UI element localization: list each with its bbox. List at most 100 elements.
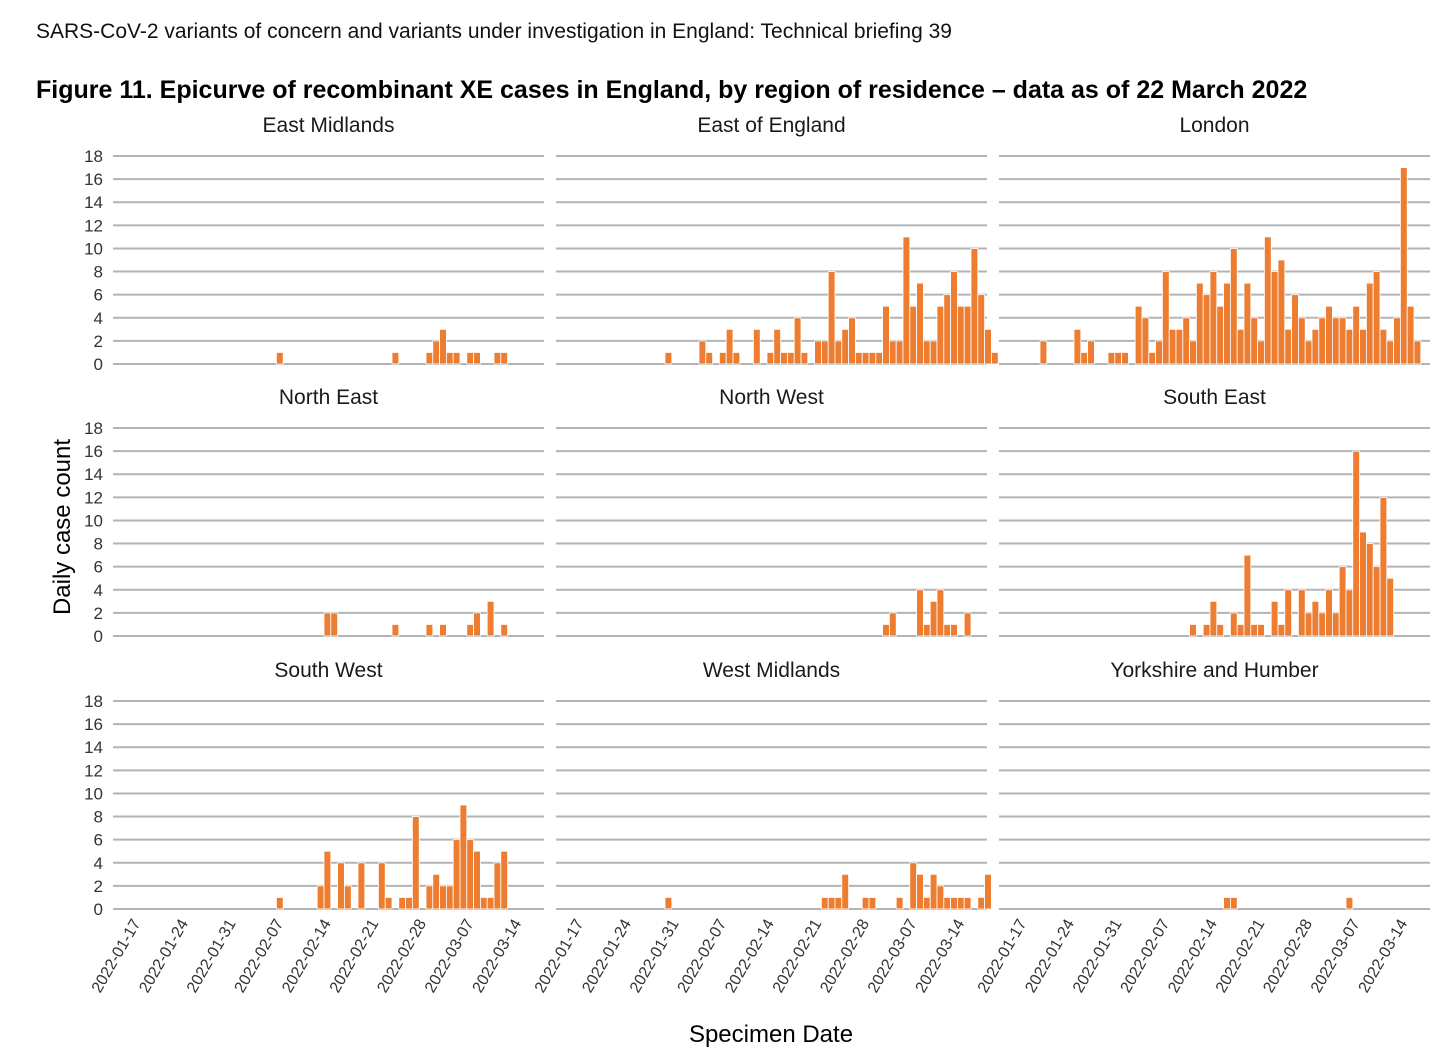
bar [1202,294,1211,365]
bar [957,305,965,365]
bar [705,352,713,365]
x-tick-label: 2022-01-17 [89,916,145,995]
bar [1223,282,1231,365]
bar [936,305,945,365]
x-tick-label: 2022-02-28 [1260,916,1316,995]
x-tick-label: 2022-02-21 [327,916,383,995]
x-axis-label: Specimen Date [689,1021,853,1048]
bar [963,612,972,637]
y-tick-label: 18 [84,147,103,166]
panel-south-west: South West0246810121416182022-01-172022-… [84,659,544,996]
x-tick-label: 2022-02-07 [232,916,288,995]
bar [991,352,999,365]
bar [780,352,788,365]
panel-title: Yorkshire and Humber [1110,659,1318,682]
x-tick-label: 2022-01-24 [1022,916,1078,995]
bar [391,352,400,365]
bar [323,850,332,910]
bar [500,624,508,637]
bar [1338,566,1347,637]
y-tick-label: 2 [94,332,103,351]
y-tick-label: 6 [94,831,103,850]
bar [1359,531,1367,637]
panel-south-east: South East [999,386,1430,637]
bar [984,873,992,910]
bar [405,897,413,910]
bar [725,328,734,365]
y-tick-label: 10 [84,239,103,258]
bar [1155,340,1163,365]
bar [1168,328,1177,365]
bar [977,897,985,910]
bar [275,897,284,910]
bar [398,897,406,910]
bar [425,352,434,365]
bar [787,352,795,365]
bar [984,328,992,365]
bar [923,624,931,637]
bar [1121,352,1129,365]
y-tick-label: 10 [84,784,103,803]
x-tick-label: 2022-02-21 [770,916,826,995]
bar [1345,328,1354,365]
bar [1250,317,1259,365]
x-tick-label: 2022-03-07 [865,916,921,995]
x-tick-label: 2022-02-14 [1165,916,1221,995]
bar [950,271,958,365]
bar [1284,589,1293,637]
panel-title: West Midlands [703,659,840,682]
bar [439,885,447,910]
x-tick-label: 2022-01-31 [184,916,240,995]
bar [1318,612,1327,637]
bar [1162,271,1170,365]
bar [827,271,836,365]
x-tick-label: 2022-02-14 [279,916,335,995]
facet-panels: East Midlands 0 2 4 6 8 10 12 14 16 18 East of Engl… [84,114,1430,996]
panel-north-east: North East 0 2 4 6 8 10 12 14 16 18 [84,386,544,646]
bar [1406,305,1415,365]
bar [766,352,775,365]
bar [1216,624,1225,637]
bar [1264,236,1272,365]
panel-title: London [1179,114,1249,137]
x-tick-label: 2022-02-07 [1118,916,1174,995]
bar [936,885,945,910]
bar [377,862,386,910]
bar [793,317,802,365]
bar [1284,328,1293,365]
bar [895,897,904,910]
bar [439,328,447,365]
bar [500,850,508,910]
y-tick-label: 16 [84,442,103,461]
bar [1325,305,1333,365]
y-tick-label: 10 [84,511,103,530]
panel-title: North West [719,386,824,409]
y-tick-label: 6 [94,558,103,577]
bar [500,352,508,365]
panel-title: South West [274,659,382,682]
y-tick-label: 4 [94,309,103,328]
bar [1107,352,1116,365]
bar [895,340,904,365]
bar [1073,328,1082,365]
bar [664,352,673,365]
x-tick-label: 2022-01-24 [136,916,192,995]
x-tick-label: 2022-01-24 [579,916,635,995]
bar [1236,624,1245,637]
panel-title: North East [279,386,378,409]
bar [425,885,434,910]
bar [1332,317,1340,365]
y-tick-label: 2 [94,877,103,896]
bar [827,897,836,910]
bar [1386,340,1395,365]
bar [943,294,951,365]
y-tick-label: 18 [84,419,103,438]
bar [841,873,849,910]
bar [1304,612,1313,637]
bar [875,352,883,365]
bar [1243,554,1252,637]
y-tick-label: 12 [84,216,103,235]
y-tick-label: 8 [94,808,103,827]
bar [909,862,917,910]
